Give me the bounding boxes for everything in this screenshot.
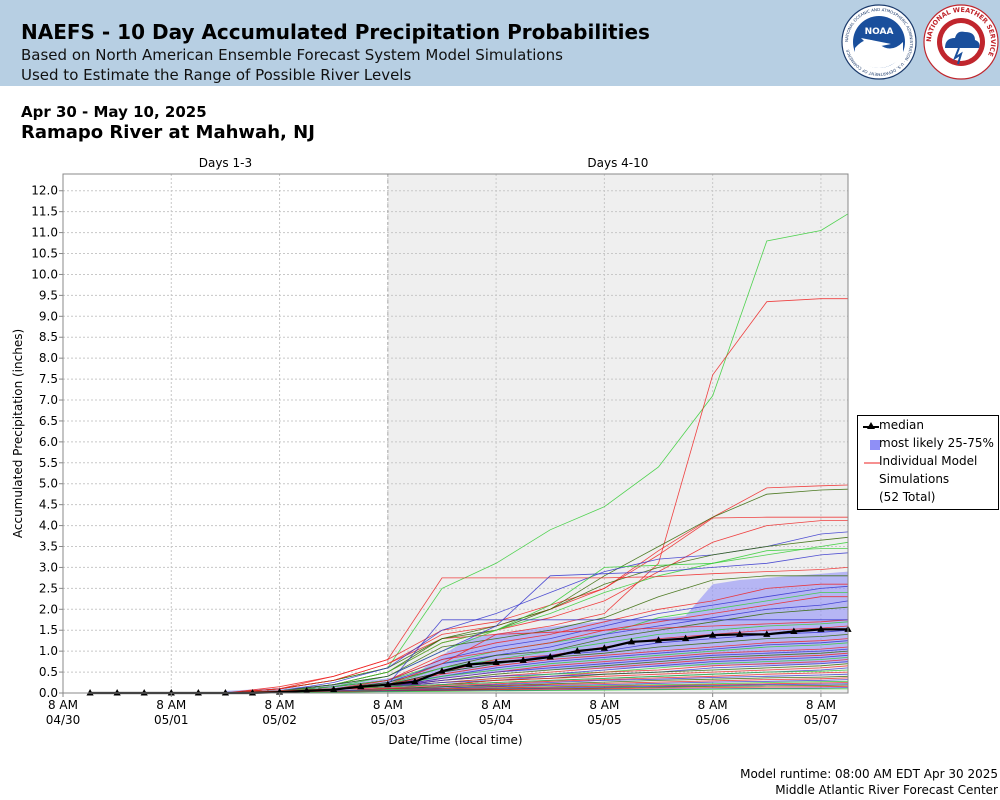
page-subtitle-1: Based on North American Ensemble Forecas… [21, 46, 563, 64]
median-point [357, 682, 365, 690]
median-point [384, 680, 392, 688]
median-point [600, 644, 608, 651]
x-tick-label-date: 05/01 [154, 713, 189, 727]
noaa-logo-text: NOAA [865, 27, 894, 37]
y-tick-label: 3.0 [39, 560, 58, 574]
y-tick-label: 2.5 [39, 581, 58, 595]
x-tick-label-date: 04/30 [46, 713, 81, 727]
median-point [194, 689, 202, 696]
simulation-line-10 [225, 567, 849, 694]
header-banner: NAEFS - 10 Day Accumulated Precipitation… [0, 0, 1000, 86]
y-tick-label: 2.0 [39, 602, 58, 616]
median-point [546, 653, 554, 660]
median-point [790, 627, 798, 634]
period-label-days-4-10: Days 4-10 [587, 156, 648, 170]
median-point [113, 689, 121, 696]
x-tick-label-time: 8 AM [48, 698, 78, 712]
y-tick-label: 12.0 [31, 184, 58, 198]
y-tick-label: 6.0 [39, 435, 58, 449]
simulation-line-icon [864, 462, 880, 464]
y-tick-label: 4.0 [39, 519, 58, 533]
band-swatch-icon [870, 440, 880, 450]
y-axis-label: Accumulated Precipitation (inches) [11, 329, 25, 538]
y-tick-label: 1.0 [39, 644, 58, 658]
y-tick-label: 8.0 [39, 351, 58, 365]
x-tick-label-date: 05/07 [804, 713, 839, 727]
legend-likely-label: most likely 25-75% [879, 436, 994, 450]
median-point [221, 689, 230, 696]
y-tick-label: 7.0 [39, 393, 58, 407]
legend-individual-label-2: Simulations [879, 472, 950, 486]
y-tick-label: 9.0 [39, 309, 58, 323]
x-tick-label-date: 05/02 [262, 713, 297, 727]
simulation-line-52 [225, 688, 848, 694]
y-tick-label: 1.5 [39, 623, 58, 637]
median-marker-icon [863, 422, 879, 429]
median-point [709, 631, 717, 638]
y-tick-label: 10.5 [31, 247, 58, 261]
median-point [627, 637, 636, 645]
station-name: Ramapo River at Mahwah, NJ [21, 122, 315, 143]
median-point [303, 686, 311, 694]
page-subtitle-2: Used to Estimate the Range of Possible R… [21, 66, 412, 84]
median-point [140, 689, 148, 696]
x-tick-label-time: 8 AM [373, 698, 403, 712]
noaa-logo[interactable]: NOAA NATIONAL OCEANIC AND ATMOSPHERIC AD… [841, 4, 917, 80]
x-tick-label-time: 8 AM [265, 698, 295, 712]
median-point [330, 685, 338, 693]
y-tick-label: 0.0 [39, 686, 58, 700]
y-tick-label: 0.5 [39, 665, 58, 679]
x-tick-label-time: 8 AM [806, 698, 836, 712]
y-tick-label: 3.5 [39, 540, 58, 554]
x-tick-label-date: 05/04 [479, 713, 514, 727]
median-point [438, 667, 446, 674]
median-point [573, 647, 581, 654]
y-tick-label: 7.5 [39, 372, 58, 386]
median-point [465, 660, 473, 668]
date-range: Apr 30 - May 10, 2025 [21, 103, 207, 121]
median-point [763, 630, 771, 637]
median-point [411, 677, 419, 685]
x-tick-label-date: 05/03 [371, 713, 406, 727]
forecast-center: Middle Atlantic River Forecast Center [775, 783, 998, 797]
legend-median-label: median [879, 418, 924, 432]
median-point [736, 630, 744, 637]
x-tick-label-date: 05/05 [587, 713, 622, 727]
legend-individual-label-3: (52 Total) [879, 490, 936, 504]
period-label-days-1-3: Days 1-3 [199, 156, 252, 170]
median-point [654, 636, 663, 643]
y-tick-label: 11.0 [31, 226, 58, 240]
median-point [492, 658, 500, 665]
y-tick-label: 11.5 [31, 205, 58, 219]
y-tick-label: 10.0 [31, 267, 58, 281]
model-runtime: Model runtime: 08:00 AM EDT Apr 30 2025 [740, 767, 998, 781]
median-point [167, 689, 175, 696]
page-title: NAEFS - 10 Day Accumulated Precipitation… [21, 20, 650, 44]
x-tick-label-time: 8 AM [156, 698, 186, 712]
y-tick-label: 4.5 [39, 498, 58, 512]
legend-individual-label-1: Individual Model [879, 454, 978, 468]
median-point [248, 689, 257, 696]
x-tick-label-date: 05/06 [695, 713, 730, 727]
x-tick-label-time: 8 AM [589, 698, 619, 712]
median-point [681, 634, 690, 642]
median-point [86, 689, 94, 696]
y-tick-label: 8.5 [39, 330, 58, 344]
y-tick-label: 5.0 [39, 477, 58, 491]
chart-legend: median most likely 25-75% Individual Mod… [857, 415, 999, 510]
plot-frame [62, 173, 849, 694]
x-tick-label-time: 8 AM [698, 698, 728, 712]
y-tick-label: 6.5 [39, 414, 58, 428]
x-axis-label: Date/Time (local time) [388, 733, 522, 747]
y-tick-label: 9.5 [39, 288, 58, 302]
median-point [519, 656, 527, 663]
simulation-line-13 [225, 575, 848, 694]
nws-logo[interactable]: NATIONAL WEATHER SERVICE [923, 4, 999, 80]
x-tick-label-time: 8 AM [481, 698, 511, 712]
y-tick-label: 5.5 [39, 456, 58, 470]
median-point [817, 625, 825, 632]
